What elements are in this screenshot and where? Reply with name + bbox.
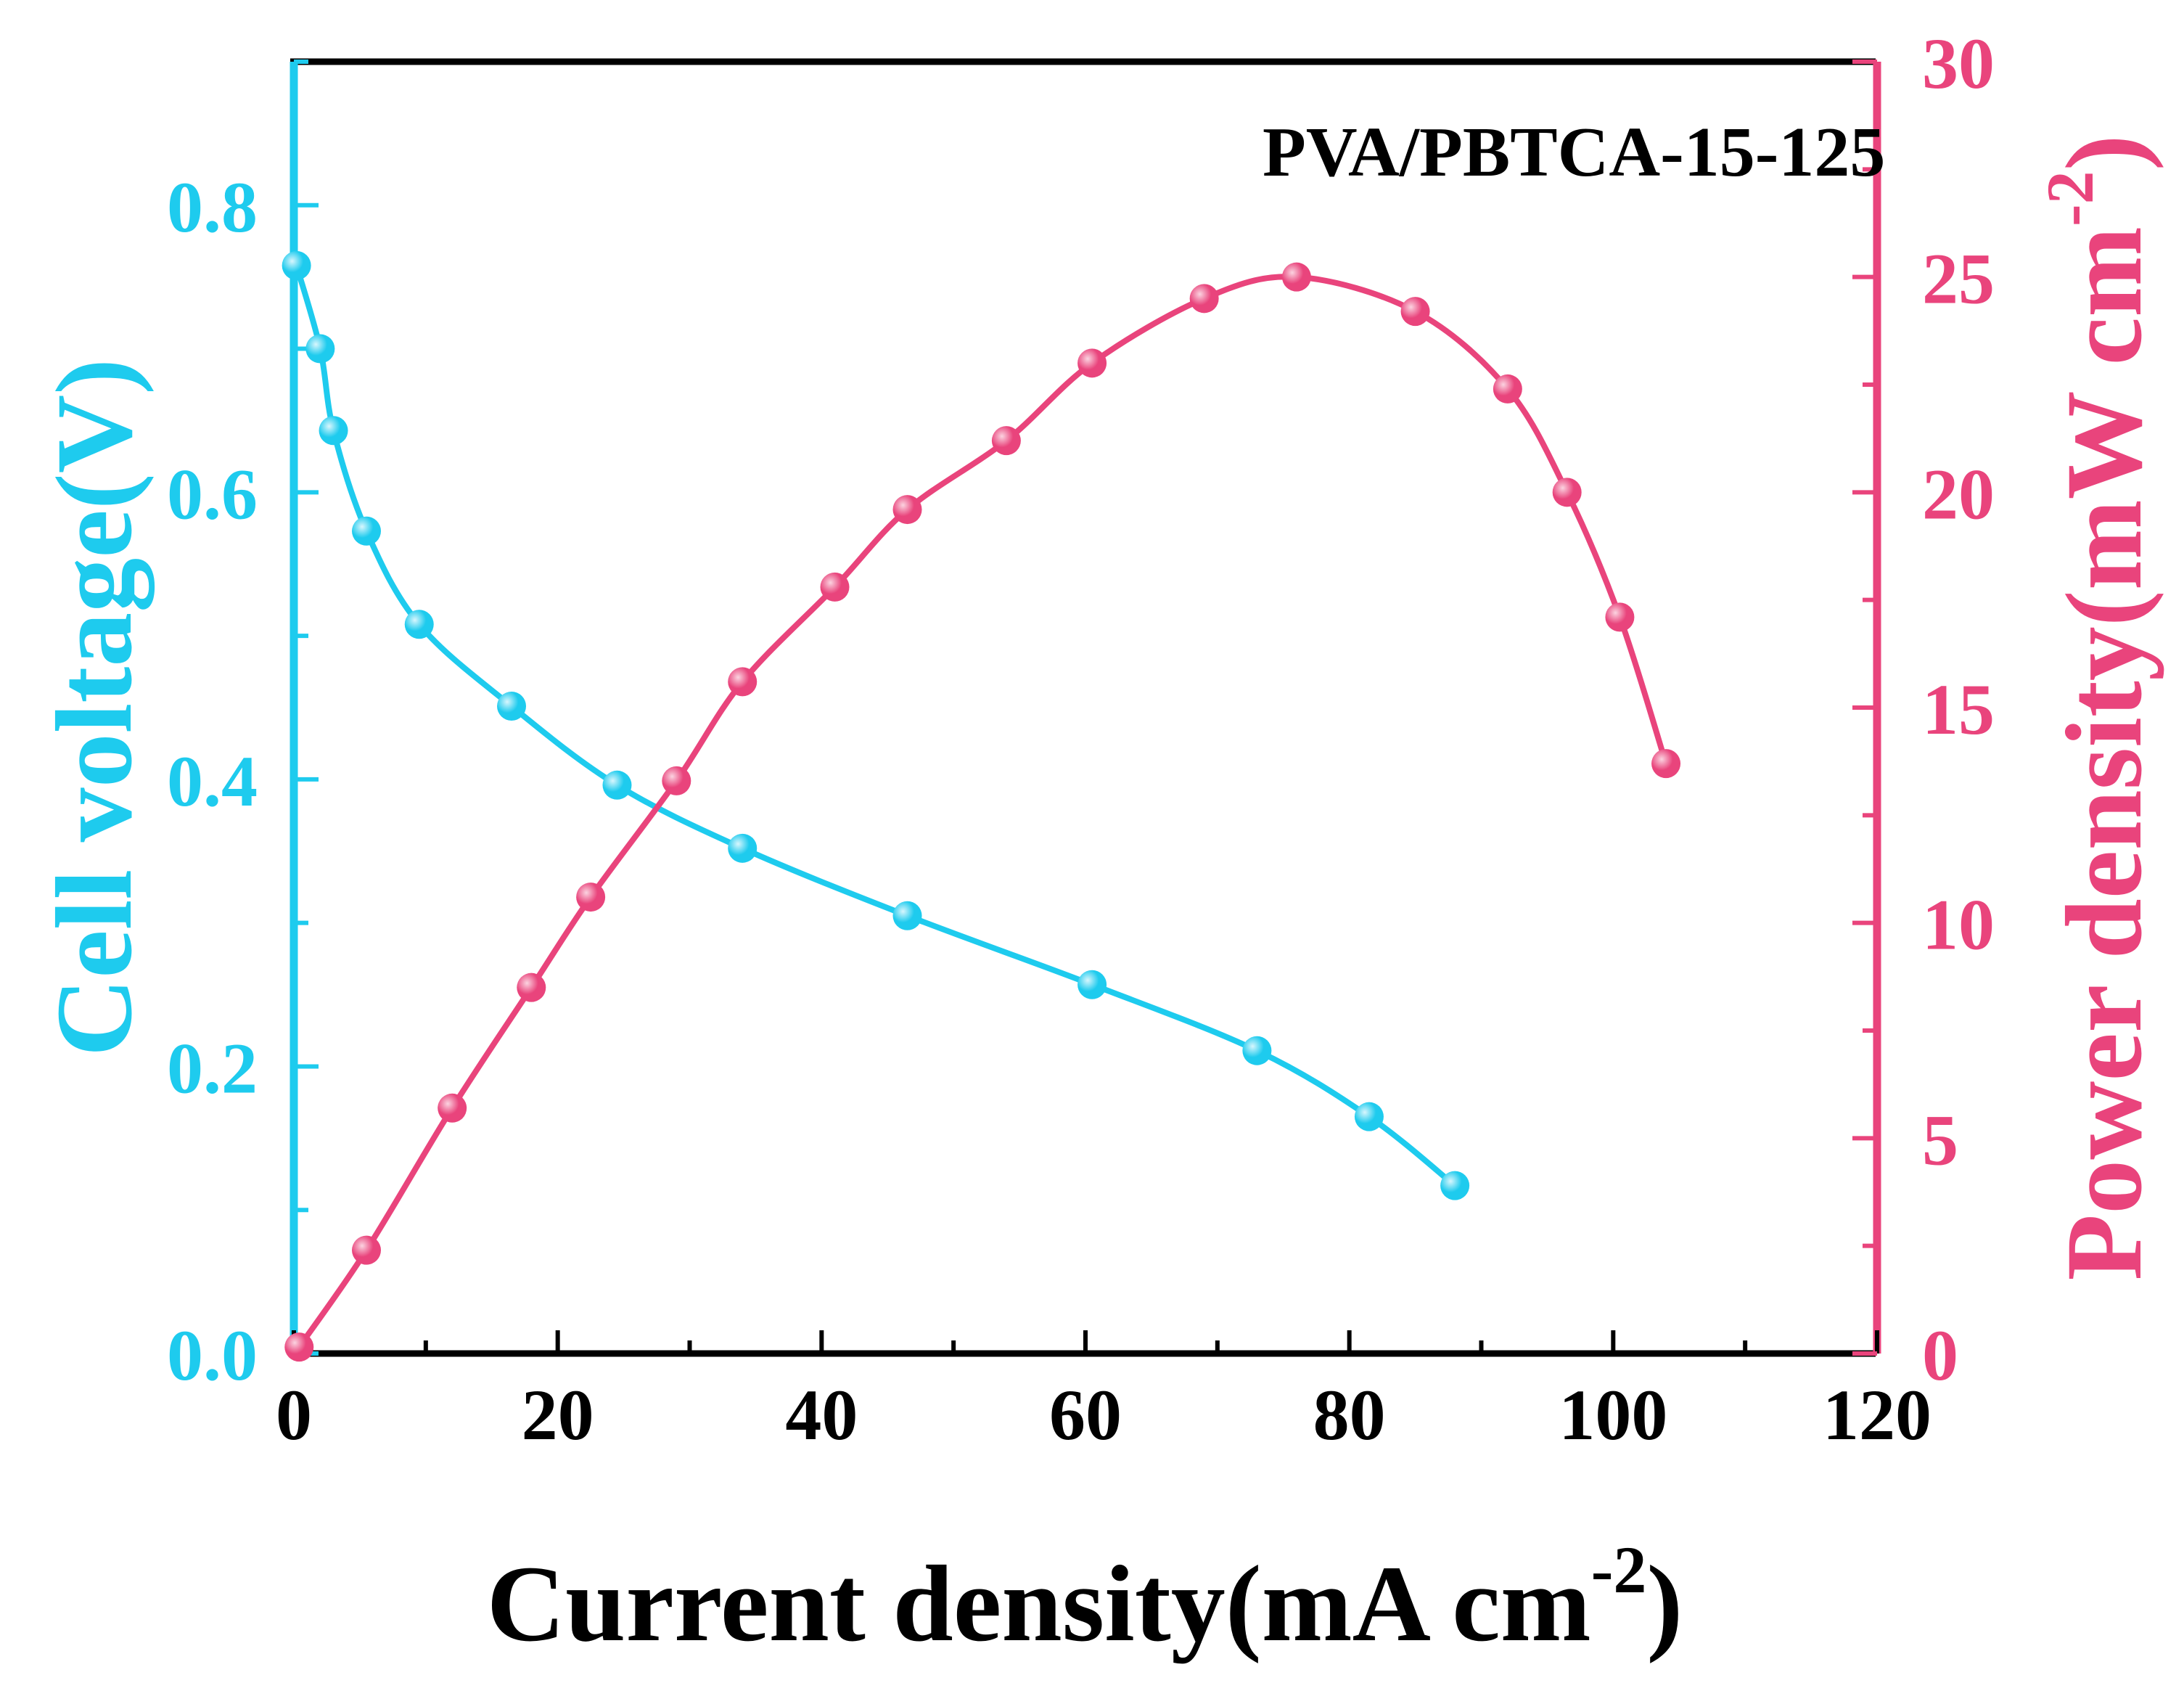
power-density-data-point [892, 495, 922, 525]
right-y-axis-ticks: 0 5 10 15 20 25 30 [1852, 23, 1995, 1396]
power-density-data-point [1400, 297, 1430, 327]
cell-voltage-data-point [1440, 1171, 1470, 1200]
x-axis-label-close: ) [1646, 1544, 1683, 1664]
right-y-tick-label: 0 [1922, 1315, 1958, 1396]
right-y-tick-label: 25 [1922, 239, 1995, 319]
left-y-tick-label: 0.0 [167, 1315, 258, 1396]
left-y-tick-label: 0.2 [167, 1028, 258, 1108]
right-y-tick-label: 30 [1922, 23, 1995, 104]
power-density-data-point [576, 883, 606, 912]
left-y-axis-label: Cell voltage(V) [34, 359, 155, 1057]
power-density-data-point [1493, 374, 1522, 404]
right-y-axis-label-sup: -2 [2033, 171, 2107, 226]
x-tick-label: 60 [1049, 1375, 1122, 1455]
right-y-tick-label: 10 [1922, 885, 1995, 965]
x-tick-label: 100 [1559, 1375, 1667, 1455]
series-layer [282, 250, 1681, 1362]
cell-voltage-data-point [352, 516, 382, 546]
cell-voltage-data-point [305, 334, 335, 364]
cell-voltage-data-point [602, 770, 632, 800]
cell-voltage-data-point [892, 901, 922, 930]
power-density-data-point [1077, 348, 1107, 378]
left-y-tick-label: 0.4 [167, 741, 258, 822]
cell-voltage-data-point [728, 833, 758, 863]
power-density-data-point [1552, 478, 1582, 507]
cell-voltage-series-line [293, 262, 1458, 1189]
x-axis-label-main: Current density(mA cm [487, 1544, 1591, 1664]
cell-voltage-data-point [497, 692, 527, 721]
left-y-tick-label: 0.8 [167, 167, 258, 247]
left-y-axis-ticks: 0.0 0.2 0.4 0.6 0.8 [167, 60, 319, 1396]
cell-voltage-data-point [1354, 1102, 1384, 1131]
power-density-data-point [662, 766, 691, 795]
x-tick-label: 20 [522, 1375, 594, 1455]
x-tick-label: 40 [785, 1375, 858, 1455]
power-density-data-point [1651, 749, 1681, 779]
x-axis-label: Current density(mA cm-2) [487, 1533, 1683, 1664]
power-density-data-point [1189, 284, 1219, 314]
right-y-tick-label: 20 [1922, 454, 1995, 534]
x-tick-label: 80 [1313, 1375, 1386, 1455]
power-density-data-point [1281, 262, 1311, 292]
power-density-data-point [728, 667, 758, 697]
right-y-tick-label: 5 [1922, 1100, 1958, 1180]
right-y-axis-label-main: Power density(mW cm [2044, 226, 2164, 1281]
power-density-data-point [820, 572, 850, 602]
x-tick-label: 120 [1823, 1375, 1931, 1455]
left-y-tick-label: 0.6 [167, 454, 258, 534]
cell-voltage-data-point [319, 416, 348, 446]
power-density-data-point [517, 972, 546, 1002]
power-density-series-line [296, 274, 1670, 1351]
cell-voltage-data-point [282, 250, 311, 280]
x-axis-ticks: 0 20 40 60 80 100 120 [276, 1330, 1931, 1455]
power-density-data-point [284, 1332, 314, 1362]
power-density-data-point [438, 1093, 467, 1123]
x-axis-label-sup: -2 [1591, 1533, 1647, 1607]
power-density-data-point [1605, 602, 1635, 632]
x-tick-label: 0 [276, 1375, 312, 1455]
cell-voltage-data-point [404, 610, 434, 639]
chart-title: PVA/PBTCA-15-125 [1263, 113, 1885, 192]
cell-voltage-data-point [1242, 1036, 1272, 1065]
power-density-data-point [991, 426, 1021, 456]
right-y-axis-label: Power density(mW cm-2) [2033, 134, 2164, 1280]
right-y-tick-label: 15 [1922, 669, 1995, 750]
power-density-data-point [352, 1235, 382, 1265]
right-y-axis-label-close: ) [2044, 134, 2164, 171]
cell-voltage-data-point [1077, 970, 1107, 999]
